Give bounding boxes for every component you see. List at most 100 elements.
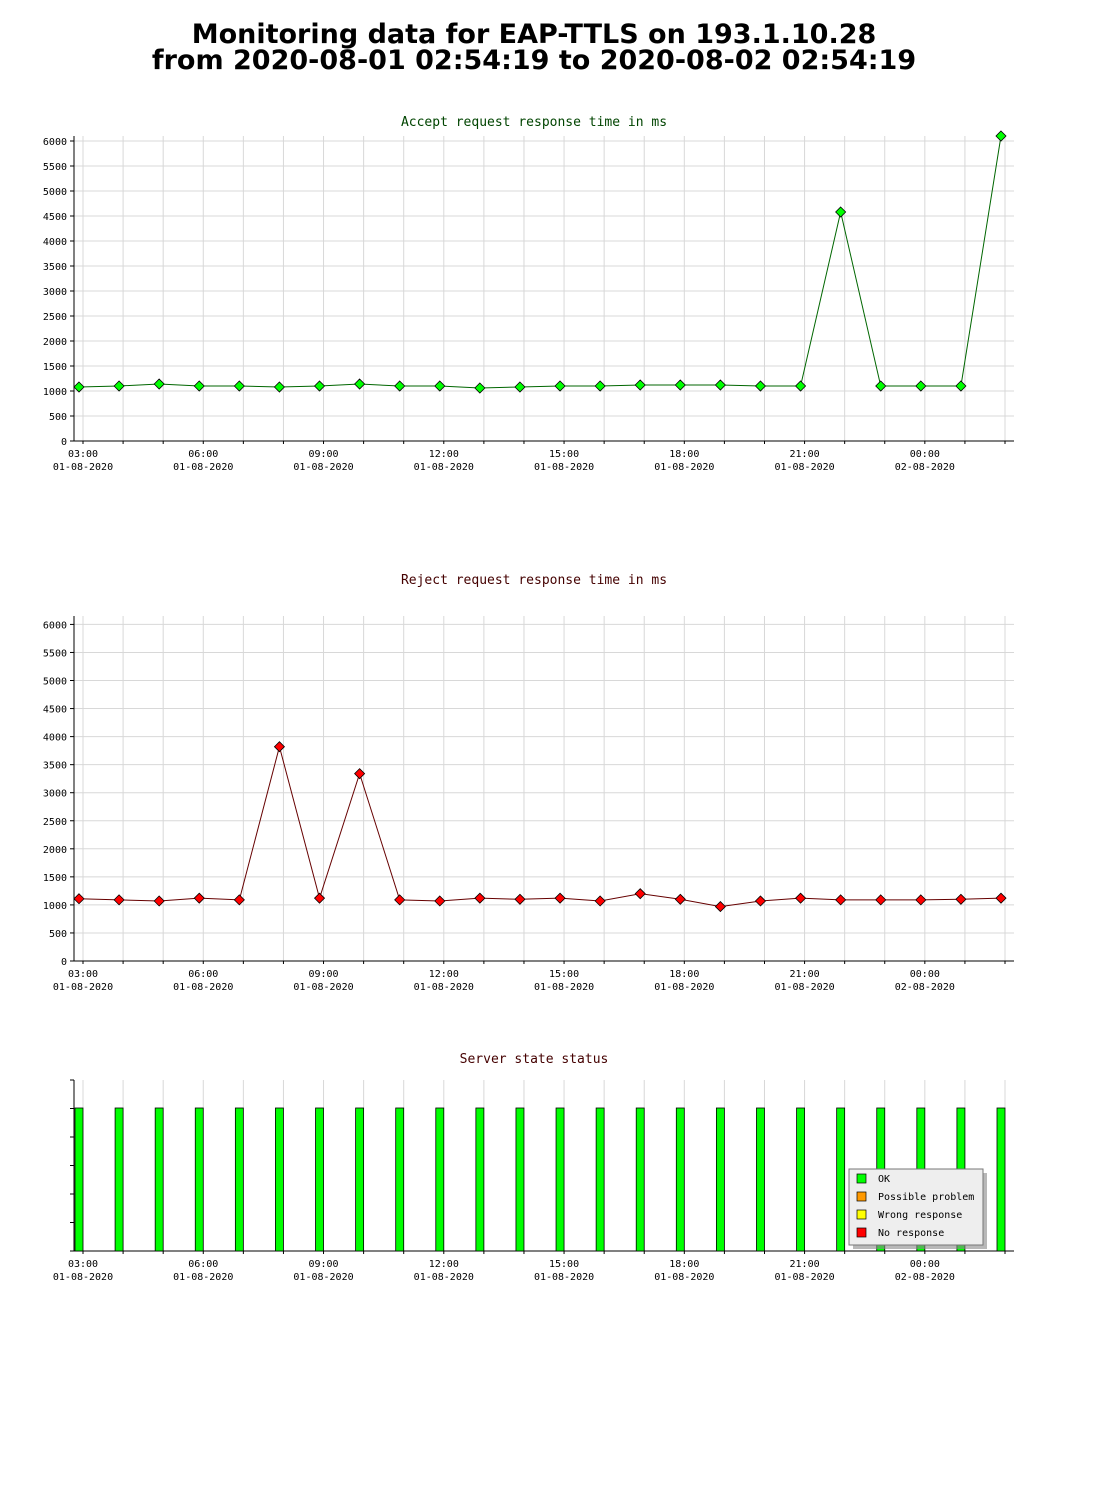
reject-chart-data-point (273, 741, 286, 753)
reject-chart-data-point (835, 894, 847, 906)
accept-chart-data-point (193, 380, 205, 392)
reject-chart-xtick-label-time: 15:00 (549, 969, 579, 980)
reject-chart-xtick-label-time: 00:00 (910, 969, 940, 980)
reject-chart-ytick-label: 2000 (43, 845, 67, 856)
reject-chart-xtick-label-time: 03:00 (68, 969, 98, 980)
status-bar (315, 1107, 324, 1252)
legend-label-possible-problem: Possible problem (878, 1192, 974, 1203)
accept-chart-ytick-label: 2000 (43, 337, 67, 348)
reject-chart-data-point (313, 892, 326, 904)
accept-chart-data-point (674, 379, 686, 391)
status-chart-title: Server state status (460, 1052, 609, 1067)
status-chart-xtick-label-time: 03:00 (68, 1259, 98, 1270)
accept-chart-data-point (434, 380, 446, 392)
accept-chart-xtick-label-date: 01-08-2020 (534, 462, 594, 473)
legend-item-possible-problem: Possible problem (856, 1191, 974, 1203)
legend-swatch-wrong-response (856, 1209, 867, 1220)
accept-chart-data-point (554, 380, 566, 392)
reject-chart-xtick-label-time: 06:00 (188, 969, 218, 980)
accept-chart-xtick-label-time: 21:00 (790, 449, 820, 460)
reject-chart-ytick-label: 6000 (43, 620, 67, 631)
status-bar (475, 1107, 485, 1252)
status-chart-xtick-label-date: 01-08-2020 (414, 1272, 474, 1283)
status-bar (555, 1107, 565, 1252)
reject-chart-data-point (554, 892, 566, 904)
accept-chart-data-point (514, 381, 526, 393)
accept-chart-ytick-label: 3000 (43, 287, 67, 298)
reject-chart-ytick-label: 3000 (43, 789, 67, 800)
accept-chart-data-point (594, 380, 606, 392)
accept-chart-xtick-label-date: 01-08-2020 (774, 462, 834, 473)
accept-chart-series-line (78, 135, 1002, 389)
accept-chart-data-point (955, 380, 967, 392)
accept-chart-ytick-label: 4500 (43, 212, 67, 223)
accept-chart-xtick-label-time: 12:00 (429, 449, 459, 460)
reject-chart-data-point (113, 894, 125, 906)
status-chart-xtick-label-date: 01-08-2020 (53, 1272, 113, 1283)
status-chart-xtick-label-date: 01-08-2020 (173, 1272, 233, 1283)
accept-chart-ytick-label: 1500 (43, 362, 67, 373)
reject-chart-ytick-label: 0 (61, 957, 67, 968)
accept-chart-data-point (714, 379, 726, 391)
reject-chart-xtick-label-date: 01-08-2020 (774, 982, 834, 993)
reject-chart-ytick-label: 1500 (43, 873, 67, 884)
reject-chart-xtick-label-time: 18:00 (669, 969, 699, 980)
accept-chart-data-point (233, 380, 245, 392)
reject-chart-data-point (514, 893, 526, 905)
status-bar (796, 1107, 805, 1252)
status-chart-xtick-label-date: 01-08-2020 (654, 1272, 714, 1283)
accept-chart-xtick-label-date: 01-08-2020 (173, 462, 233, 473)
accept-chart-ytick-label: 5000 (43, 187, 67, 198)
status-bar (395, 1107, 405, 1252)
reject-chart-data-point (915, 894, 927, 906)
legend-label-wrong-response: Wrong response (878, 1210, 962, 1221)
status-chart-xtick-label-time: 09:00 (308, 1259, 338, 1270)
reject-chart-data-point (153, 895, 165, 907)
accept-chart-xtick-label-time: 00:00 (910, 449, 940, 460)
accept-chart-xtick-label-date: 02-08-2020 (895, 462, 955, 473)
status-chart-xtick-label-date: 02-08-2020 (895, 1272, 955, 1283)
accept-chart-ytick-label: 0 (61, 437, 67, 448)
status-bar (275, 1107, 284, 1252)
legend-item-ok: OK (856, 1173, 890, 1185)
accept-chart-data-point (113, 380, 125, 392)
reject-chart-ytick-label: 5000 (43, 677, 67, 688)
reject-chart-data-point (594, 895, 606, 907)
reject-chart-data-point (714, 901, 726, 913)
reject-chart: 0 500 1000 1500 2000 2500 3000 3500 4000 4500 5000… (43, 616, 1014, 993)
accept-chart-ytick-label: 3500 (43, 262, 67, 273)
reject-chart-data-point (674, 893, 686, 905)
accept-chart-ytick-label: 500 (49, 412, 67, 423)
status-bar (595, 1107, 605, 1252)
accept-chart-data-point (153, 378, 165, 390)
reject-chart-xtick-label-time: 09:00 (308, 969, 338, 980)
status-bar (715, 1107, 725, 1252)
status-bar (234, 1107, 244, 1252)
reject-chart-xtick-label-time: 21:00 (790, 969, 820, 980)
accept-chart-xtick-label-time: 03:00 (68, 449, 98, 460)
reject-chart-xtick-label-date: 01-08-2020 (53, 982, 113, 993)
status-bar (675, 1107, 685, 1252)
accept-chart-xtick-label-date: 01-08-2020 (654, 462, 714, 473)
reject-chart-data-point (434, 895, 446, 907)
accept-chart-ytick-label: 2500 (43, 312, 67, 323)
status-bar (194, 1107, 204, 1252)
status-chart-xtick-label-time: 00:00 (910, 1259, 940, 1270)
status-chart-xtick-label-date: 01-08-2020 (534, 1272, 594, 1283)
reject-chart-data-point (394, 894, 406, 906)
reject-chart-xtick-label-date: 01-08-2020 (534, 982, 594, 993)
accept-chart-data-point (354, 378, 366, 390)
reject-chart-ytick-label: 2500 (43, 817, 67, 828)
reject-chart-xtick-label-date: 01-08-2020 (173, 982, 233, 993)
accept-chart-data-point (394, 380, 406, 392)
reject-chart-data-point (634, 888, 646, 900)
accept-chart-xtick-label-date: 01-08-2020 (293, 462, 353, 473)
accept-chart-data-point (313, 380, 326, 392)
reject-chart-xtick-label-date: 01-08-2020 (654, 982, 714, 993)
status-bar (154, 1107, 164, 1252)
status-bar (114, 1107, 124, 1252)
status-chart-xtick-label-time: 06:00 (188, 1259, 218, 1270)
reject-chart-data-point (233, 894, 245, 906)
reject-chart-xtick-label-date: 02-08-2020 (895, 982, 955, 993)
reject-chart-data-point (73, 893, 85, 905)
